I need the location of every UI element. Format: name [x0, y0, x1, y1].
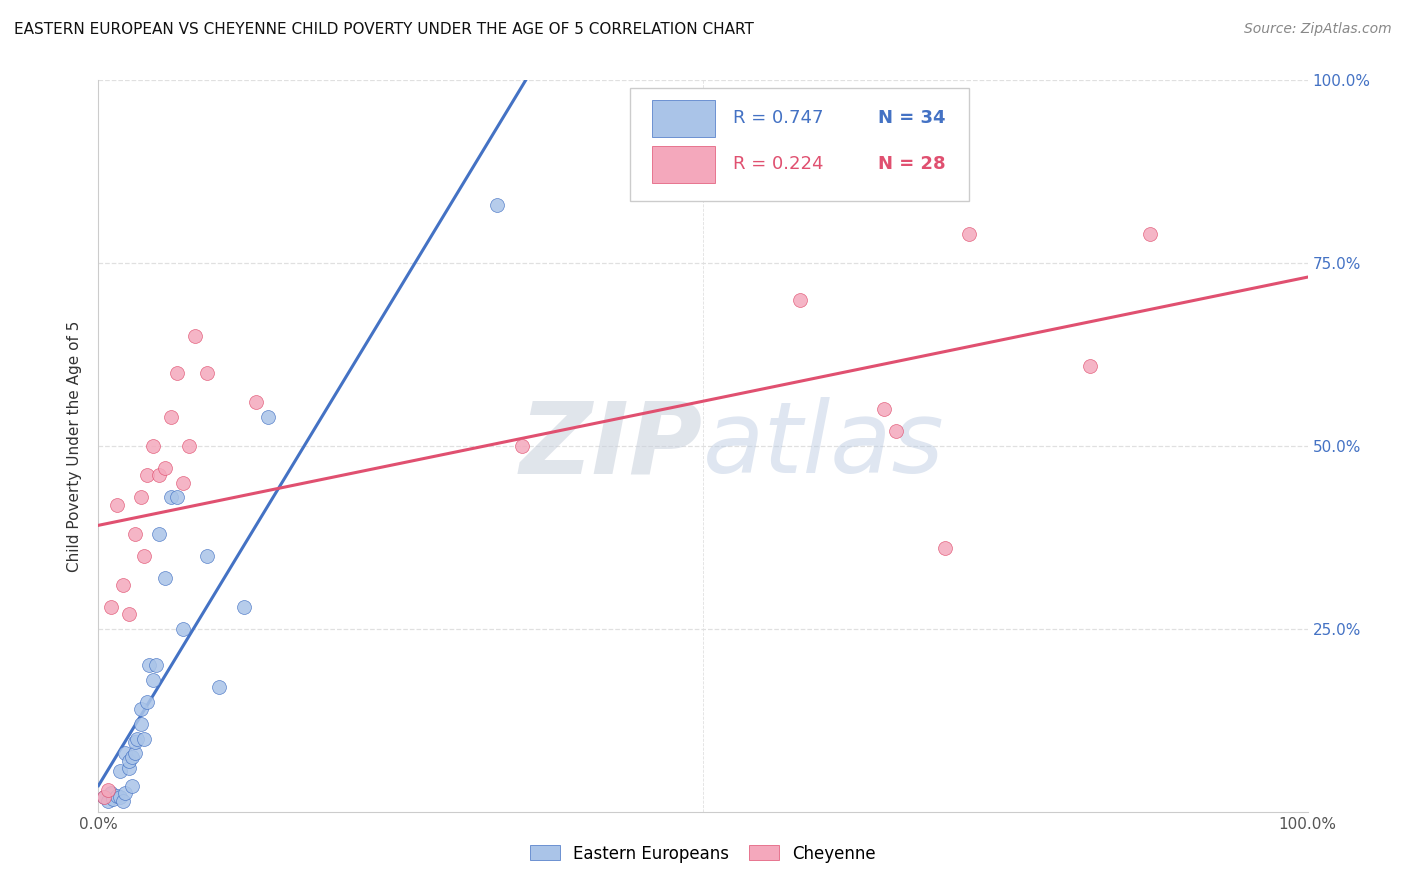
Point — [134, 731, 156, 746]
Point — [148, 526, 170, 541]
Point — [789, 293, 811, 307]
Point — [97, 794, 120, 808]
Point — [208, 681, 231, 695]
Legend: Eastern Europeans, Cheyenne: Eastern Europeans, Cheyenne — [523, 838, 883, 869]
Point — [486, 197, 509, 211]
Point — [145, 658, 167, 673]
Point — [129, 717, 152, 731]
Point — [135, 695, 157, 709]
Point — [172, 622, 194, 636]
Point — [886, 425, 908, 439]
Point — [184, 329, 207, 343]
Point — [166, 490, 188, 504]
Point — [195, 549, 218, 563]
Text: R = 0.224: R = 0.224 — [734, 155, 824, 173]
Point — [1078, 359, 1101, 373]
FancyBboxPatch shape — [652, 146, 716, 183]
Text: EASTERN EUROPEAN VS CHEYENNE CHILD POVERTY UNDER THE AGE OF 5 CORRELATION CHART: EASTERN EUROPEAN VS CHEYENNE CHILD POVER… — [14, 22, 754, 37]
Point — [97, 782, 120, 797]
Point — [100, 787, 122, 801]
Point — [108, 764, 131, 779]
Point — [166, 366, 188, 380]
Point — [232, 599, 254, 614]
Point — [138, 658, 160, 673]
Point — [114, 787, 136, 801]
Text: R = 0.747: R = 0.747 — [734, 110, 824, 128]
Point — [105, 498, 128, 512]
Point — [153, 571, 176, 585]
Point — [121, 779, 143, 793]
Point — [124, 526, 146, 541]
Point — [129, 702, 152, 716]
Point — [118, 607, 141, 622]
Point — [256, 409, 278, 424]
Point — [153, 461, 176, 475]
Point — [100, 599, 122, 614]
Point — [134, 549, 156, 563]
Point — [124, 735, 146, 749]
Point — [118, 754, 141, 768]
Point — [245, 395, 267, 409]
Point — [93, 790, 115, 805]
Point — [118, 761, 141, 775]
Point — [101, 791, 124, 805]
Point — [111, 794, 134, 808]
Point — [934, 541, 956, 556]
Point — [160, 409, 183, 424]
Point — [93, 790, 115, 805]
Point — [127, 731, 149, 746]
Point — [510, 439, 533, 453]
Text: N = 28: N = 28 — [879, 155, 946, 173]
Text: Source: ZipAtlas.com: Source: ZipAtlas.com — [1244, 22, 1392, 37]
Point — [160, 490, 183, 504]
Text: atlas: atlas — [703, 398, 945, 494]
Text: ZIP: ZIP — [520, 398, 703, 494]
Point — [111, 578, 134, 592]
Point — [1139, 227, 1161, 241]
Point — [105, 789, 128, 803]
FancyBboxPatch shape — [630, 87, 969, 201]
Point — [114, 746, 136, 760]
Point — [957, 227, 980, 241]
Point — [124, 746, 146, 760]
Point — [108, 790, 131, 805]
Point — [873, 402, 896, 417]
Point — [172, 475, 194, 490]
Point — [135, 468, 157, 483]
Point — [129, 490, 152, 504]
Point — [148, 468, 170, 483]
Text: N = 34: N = 34 — [879, 110, 946, 128]
Point — [142, 673, 165, 687]
FancyBboxPatch shape — [652, 100, 716, 136]
Point — [121, 749, 143, 764]
Point — [195, 366, 218, 380]
Point — [179, 439, 201, 453]
Point — [142, 439, 165, 453]
Y-axis label: Child Poverty Under the Age of 5: Child Poverty Under the Age of 5 — [67, 320, 83, 572]
